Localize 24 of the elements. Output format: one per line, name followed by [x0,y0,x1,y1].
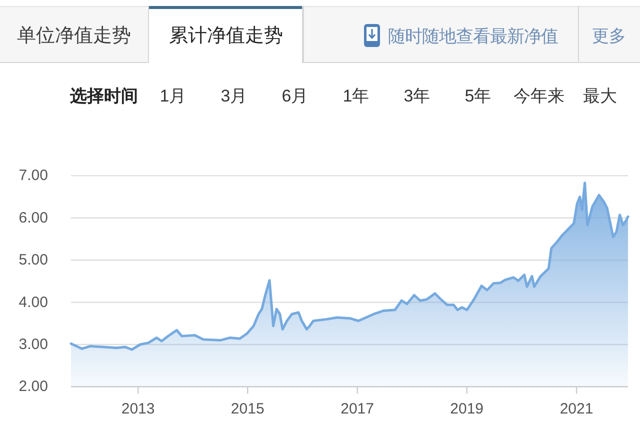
text: 1月 [160,86,186,106]
x-tick-label: 2015 [230,400,264,418]
text: 更多 [592,26,626,46]
y-tick-label: 5.00 [18,252,48,269]
y-tick-label: 2.00 [18,378,48,396]
y-tick-label: 7.00 [18,167,48,184]
text: 累计净值走势 [169,26,283,46]
x-tick-label: 2021 [560,400,594,418]
text: 5年 [464,86,492,106]
text: 随时随地查看最新净值 [388,26,558,46]
x-tick-label: 2019 [450,400,484,418]
text: 选择时间 [69,86,138,106]
text: 1年 [342,86,370,106]
text: 6月 [282,86,308,106]
text: 3年 [404,86,430,106]
x-tick-label: 2013 [121,400,155,418]
text: 3月 [220,86,248,106]
text: 最大 [583,86,617,106]
y-tick-label: 3.00 [18,336,48,353]
y-tick-label: 4.00 [18,294,48,311]
text: 今年来 [514,86,564,106]
text: 单位净值走势 [17,26,131,46]
y-tick-label: 6.00 [18,209,48,226]
x-tick-label: 2017 [340,400,374,418]
